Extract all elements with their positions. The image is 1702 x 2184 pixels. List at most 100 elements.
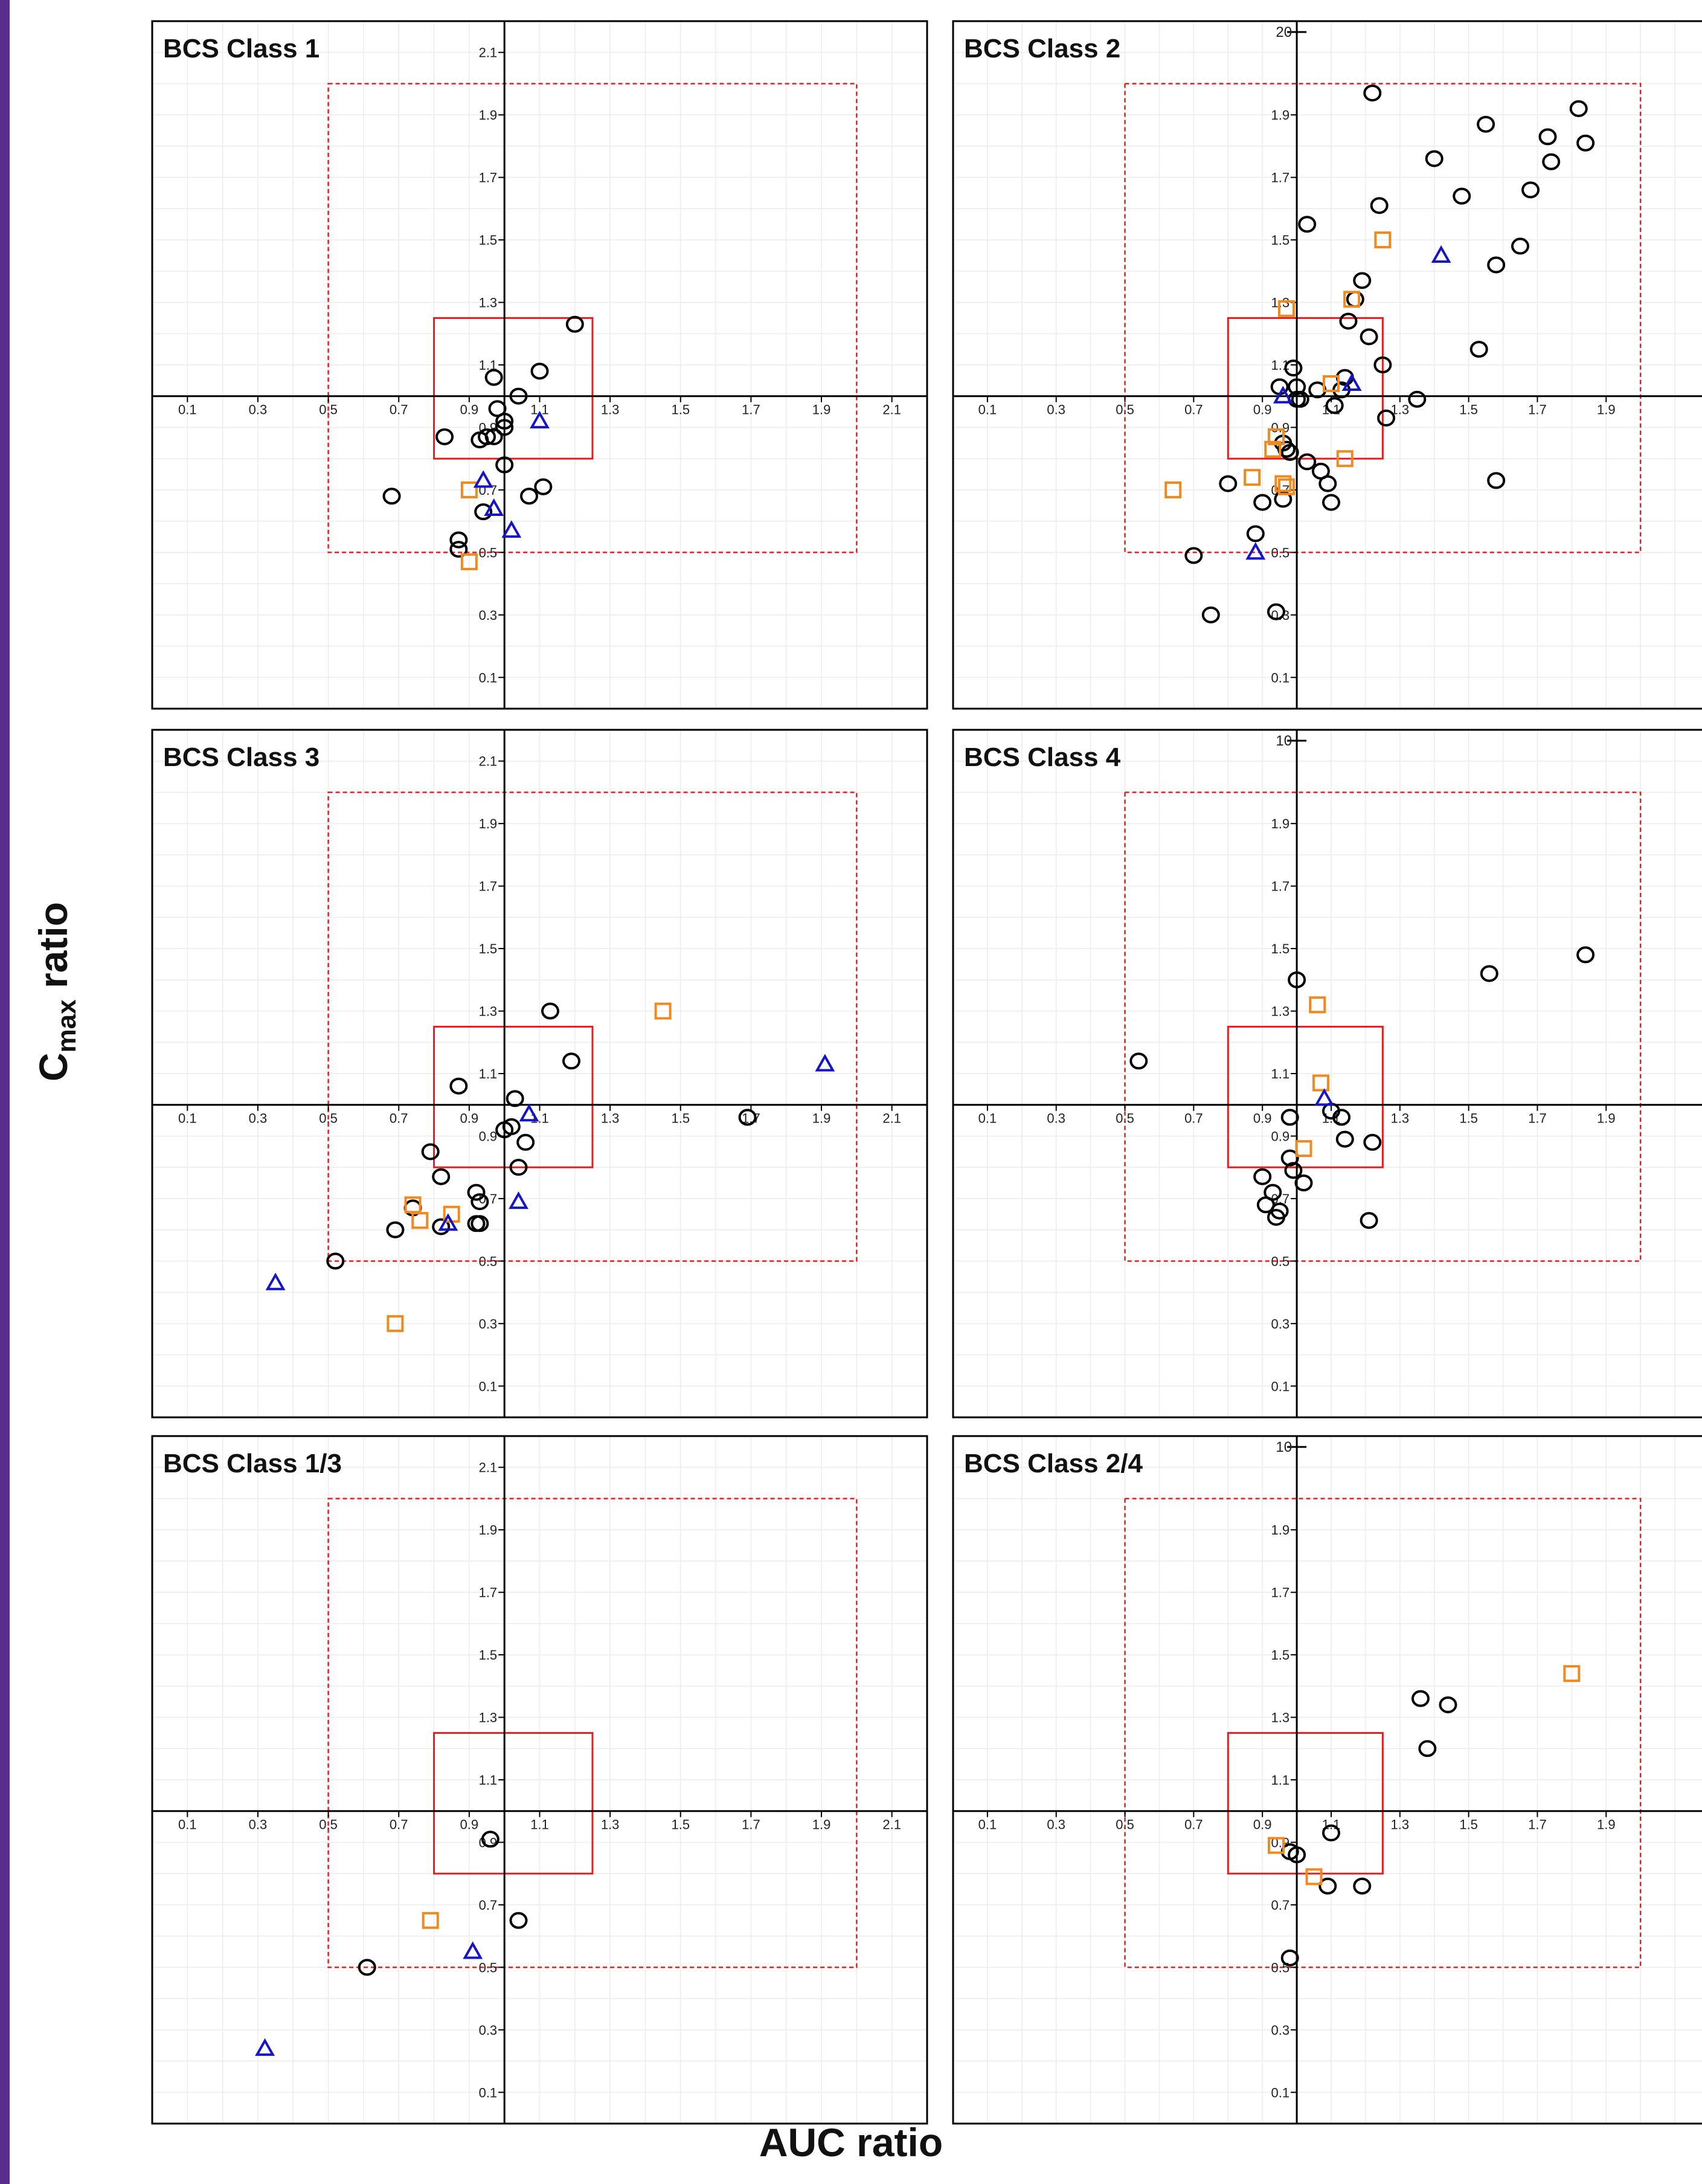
- data-point-square: [411, 1212, 429, 1229]
- chart-panel-5: 0.1 0.3 0.5 0.7 0.9 1.1 1.3 1.5 1.7 1.9 2.1 0.1 0.3 0…: [151, 1435, 928, 2125]
- x-tick-label: 1.9: [812, 1111, 831, 1126]
- axes: 0.1 0.3 0.5 0.7 0.9 1.1 1.3 1.5 1.7 1.9 2.10.10.30…: [152, 730, 927, 1417]
- axes: 0.1 0.3 0.5 0.7 0.9 1.1 1.3 1.5 1.7 1.9 2.10.10.30…: [152, 1436, 927, 2124]
- x-tick-label: 0.5: [319, 402, 338, 417]
- x-tick-label: 2.1: [882, 1817, 901, 1832]
- data-point-triangle: [255, 2038, 275, 2056]
- y-tick-label: 0.5: [479, 545, 498, 560]
- data-point-circle: [1521, 181, 1540, 199]
- data-point-square: [387, 1315, 404, 1332]
- x-tick-label: 1.3: [601, 1111, 620, 1126]
- data-point-circle: [1284, 359, 1303, 377]
- x-tick-label: 0.3: [1047, 402, 1065, 417]
- data-point-circle: [1322, 1824, 1340, 1841]
- data-point-circle: [432, 1168, 451, 1185]
- panel-title: BCS Class 1: [163, 34, 320, 63]
- axes: 0.1 0.3 0.5 0.7 0.9 1.1 1.3 1.5 1.7 1.9 2.10.10.30…: [152, 21, 927, 709]
- y-tick-label: 0.3: [1271, 608, 1289, 623]
- data-point-square: [460, 553, 478, 570]
- data-point-circle: [386, 1221, 405, 1239]
- y-tick-label: 0.9: [479, 1835, 498, 1850]
- data-point-circle: [1298, 453, 1317, 471]
- data-point-circle: [509, 1912, 528, 1929]
- data-point-square: [1278, 300, 1296, 317]
- y-tick-label: 1.5: [1271, 1648, 1289, 1663]
- data-point-circle: [1253, 494, 1272, 511]
- data-point-circle: [1318, 1877, 1337, 1895]
- data-point-square: [1274, 475, 1292, 492]
- gridlines: [953, 1436, 1702, 2124]
- axis-top-label: 20: [1276, 24, 1292, 40]
- data-point-circle: [326, 1252, 345, 1270]
- data-point-circle: [1291, 390, 1309, 408]
- y-tick-label: 0.1: [479, 670, 498, 685]
- x-tick-label: 0.7: [390, 402, 408, 417]
- data-point-circle: [382, 488, 401, 505]
- x-tick-label: 0.5: [319, 1111, 338, 1126]
- data-point-circle: [1288, 1846, 1306, 1864]
- data-point-triangle: [530, 411, 550, 429]
- data-point-triangle: [265, 1272, 286, 1290]
- x-tick-label: 0.1: [178, 1817, 197, 1832]
- y-tick-label: 0.1: [1271, 1379, 1289, 1394]
- data-point-circle: [484, 428, 503, 445]
- y-tick-label: 0.5: [1271, 545, 1289, 560]
- y-tick-label: 1.3: [479, 1004, 498, 1019]
- data-point-circle: [1298, 216, 1317, 233]
- data-point-circle: [1569, 100, 1588, 117]
- y-axis-label: Cmax ratio: [31, 901, 82, 1081]
- x-tick-label: 1.5: [671, 402, 690, 417]
- data-point-circle: [506, 1090, 524, 1107]
- axes: 0.1 0.3 0.5 0.7 0.9 1.1 1.3 1.5 1.7 1.90.10.30.50…: [953, 21, 1702, 709]
- y-tick-label: 1.7: [479, 879, 498, 894]
- data-point-circle: [1480, 965, 1498, 982]
- data-point-circle: [1373, 356, 1392, 373]
- data-point-square: [460, 481, 478, 498]
- data-marks: [382, 315, 584, 570]
- bounds-0.5-2.0-box: [327, 1498, 858, 1968]
- plot-frame: [952, 729, 1702, 1419]
- x-tick-label: 0.9: [460, 402, 479, 417]
- data-point-circle: [1360, 1212, 1378, 1229]
- y-tick-label: 1.3: [479, 295, 498, 311]
- data-point-circle: [565, 315, 584, 333]
- data-point-circle: [1280, 1109, 1299, 1126]
- data-point-square: [1267, 1837, 1285, 1854]
- y-tick-label: 1.5: [479, 1648, 498, 1663]
- x-tick-label: 1.9: [812, 1817, 831, 1832]
- data-point-circle: [1363, 84, 1382, 101]
- x-tick-label: 0.1: [978, 402, 997, 417]
- data-point-square: [1305, 1868, 1323, 1886]
- data-point-circle: [1277, 440, 1296, 458]
- data-point-circle: [1284, 1162, 1303, 1179]
- data-point-circle: [530, 362, 549, 380]
- y-tick-label: 2.1: [479, 754, 498, 769]
- y-tick-label: 0.5: [1271, 1254, 1289, 1269]
- x-axis-label: AUC ratio: [759, 2120, 943, 2165]
- y-tick-label: 1.1: [1271, 1066, 1289, 1081]
- data-point-square: [1278, 478, 1296, 495]
- panel-title: BCS Class 3: [163, 742, 320, 772]
- x-tick-label: 0.5: [319, 1817, 338, 1832]
- data-point-circle: [1377, 409, 1396, 427]
- data-point-circle: [449, 1077, 468, 1095]
- data-point-circle: [432, 1218, 451, 1235]
- data-point-circle: [470, 1193, 489, 1211]
- data-point-triangle: [1431, 245, 1451, 263]
- data-point-triangle: [501, 520, 522, 538]
- y-tick-label: 0.5: [1271, 1960, 1289, 1975]
- axis-top-label: 10: [1276, 733, 1292, 749]
- data-marks: [1129, 946, 1595, 1229]
- data-marks: [1164, 84, 1595, 623]
- x-tick-label: 0.1: [178, 402, 197, 417]
- x-tick-label: 0.9: [1253, 1111, 1272, 1126]
- x-tick-label: 0.9: [460, 1817, 479, 1832]
- data-point-circle: [520, 488, 539, 505]
- data-point-square: [654, 1002, 672, 1020]
- y-tick-label: 1.7: [479, 1585, 498, 1600]
- data-point-circle: [470, 1215, 489, 1232]
- y-tick-label: 0.9: [1271, 420, 1289, 435]
- data-point-circle: [1425, 150, 1443, 167]
- chart-panel-4: 0.1 0.3 0.5 0.7 0.9 1.1 1.3 1.5 1.7 1.9 0.1 0.3 0.5 0…: [952, 729, 1702, 1419]
- x-tick-label: 0.7: [1184, 402, 1203, 417]
